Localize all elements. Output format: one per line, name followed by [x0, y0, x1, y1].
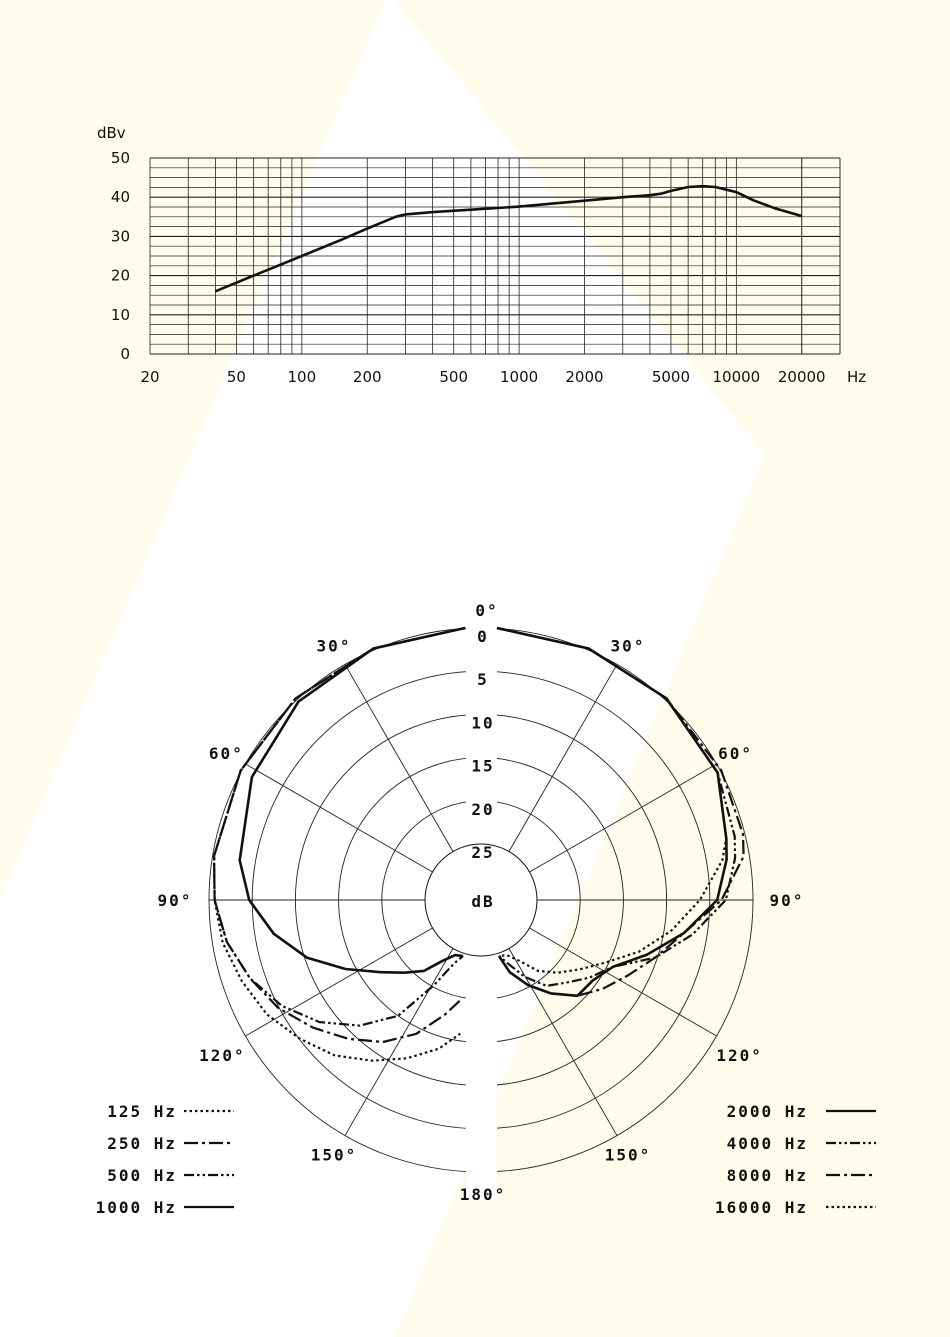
polar-spoke — [529, 763, 717, 873]
polar-unit-label: dB — [471, 892, 494, 911]
angle-label: 60° — [209, 744, 244, 763]
radial-tick-label: 5 — [477, 670, 489, 689]
frequency-x-ticks: 20 50 100 200 500 1000 2000 5000 10000 20000 — [140, 368, 825, 386]
angle-label: 0° — [475, 601, 498, 620]
frequency-x-axis-label: Hz — [847, 368, 866, 386]
angle-label: 30° — [611, 636, 646, 655]
x-tick-label: 10000 — [712, 368, 760, 386]
legend-label: 8000 Hz — [727, 1166, 808, 1185]
legend-label: 4000 Hz — [727, 1134, 808, 1153]
polar-spoke — [245, 763, 433, 873]
background-tint-shape — [0, 0, 385, 900]
y-tick-label: 30 — [111, 227, 130, 245]
radial-tick-label: 10 — [471, 713, 494, 732]
polar-spoke — [344, 664, 454, 852]
polar-series-curve — [213, 626, 466, 1027]
angle-label: 150° — [311, 1146, 358, 1165]
legend-label: 250 Hz — [107, 1134, 177, 1153]
y-tick-label: 10 — [111, 306, 130, 324]
angle-label: 150° — [605, 1146, 652, 1165]
angle-label: 90° — [770, 891, 805, 910]
radial-tick-label: 15 — [471, 757, 494, 776]
y-tick-label: 20 — [111, 267, 130, 285]
polar-series-curve — [238, 626, 466, 974]
frequency-grid — [149, 157, 841, 355]
y-tick-label: 40 — [111, 188, 130, 206]
polar-series-curve — [496, 626, 745, 997]
frequency-response-chart: 0 10 20 30 40 50 20 50 100 200 500 1000 2000 5000 100… — [97, 124, 866, 386]
x-tick-label: 200 — [353, 368, 382, 386]
polar-radial-ticks: 0 5 10 15 20 25 — [471, 627, 494, 862]
angle-label: 180° — [460, 1185, 507, 1204]
polar-spoke — [508, 664, 618, 852]
legend-label: 125 Hz — [107, 1102, 177, 1121]
polar-series-curve — [496, 626, 737, 987]
x-tick-label: 5000 — [652, 368, 690, 386]
legend-label: 2000 Hz — [727, 1102, 808, 1121]
frequency-y-ticks: 0 10 20 30 40 50 — [111, 149, 130, 363]
frequency-response-line — [214, 184, 803, 293]
x-tick-label: 50 — [227, 368, 246, 386]
angle-label: 120° — [199, 1046, 246, 1065]
polar-angle-labels: 0° 30° 30° 60° 60° 90° 90° 120° 120° 150° 150° 180° — [158, 601, 805, 1204]
angle-label: 90° — [158, 891, 193, 910]
x-tick-label: 1000 — [500, 368, 538, 386]
polar-spoke — [344, 948, 454, 1136]
x-tick-label: 100 — [288, 368, 317, 386]
radial-tick-label: 0 — [477, 627, 489, 646]
y-tick-label: 50 — [111, 149, 130, 167]
x-tick-label: 20000 — [778, 368, 826, 386]
polar-spoke — [245, 927, 433, 1037]
x-tick-label: 20 — [140, 368, 159, 386]
radial-tick-label: 25 — [471, 843, 494, 862]
angle-label: 60° — [718, 744, 753, 763]
y-tick-label: 0 — [120, 345, 130, 363]
polar-series-curve — [213, 626, 466, 1062]
x-tick-label: 2000 — [565, 368, 603, 386]
polar-spoke — [529, 927, 717, 1037]
radial-tick-label: 20 — [471, 800, 494, 819]
polar-spoke — [508, 948, 618, 1136]
legend-label: 500 Hz — [107, 1166, 177, 1185]
frequency-y-axis-label: dBv — [97, 124, 126, 142]
x-tick-label: 500 — [439, 368, 468, 386]
center-disc — [424, 843, 538, 957]
polar-series-curve — [496, 626, 728, 974]
legend-label: 16000 Hz — [715, 1198, 808, 1217]
legend-label: 1000 Hz — [96, 1198, 177, 1217]
polar-legend: 125 Hz 250 Hz 500 Hz 1000 Hz 2000 Hz 4000 Hz 8… — [96, 1102, 876, 1217]
angle-label: 30° — [317, 636, 352, 655]
angle-label: 120° — [716, 1046, 763, 1065]
polar-curves — [213, 626, 745, 1062]
